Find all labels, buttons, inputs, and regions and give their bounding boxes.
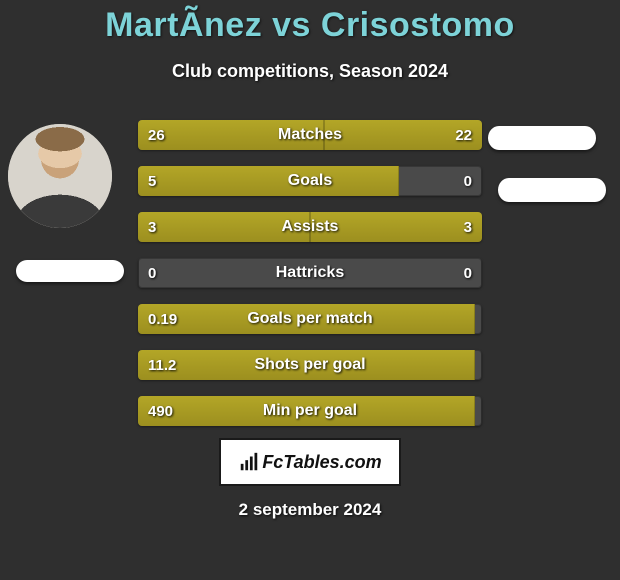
player-left-team-pill — [16, 260, 124, 282]
page-title: MartÃ­nez vs Crisostomo — [0, 0, 620, 45]
subtitle: Club competitions, Season 2024 — [0, 61, 620, 82]
player-left-avatar — [8, 124, 112, 228]
player-right-team-pill-1 — [488, 126, 596, 150]
stat-bar-right — [481, 396, 482, 426]
stat-bar-right — [481, 304, 482, 334]
footer-date: 2 september 2024 — [0, 500, 620, 520]
stat-value-right: 0 — [464, 258, 472, 288]
stat-bar-right — [324, 120, 482, 150]
branding-box: FcTables.com — [219, 438, 401, 486]
stat-value-right: 0 — [464, 166, 472, 196]
stat-bar-right — [481, 350, 482, 380]
stat-bar-right — [481, 166, 482, 196]
stat-row: 11.2Shots per goal — [138, 350, 482, 380]
stat-row: 490Min per goal — [138, 396, 482, 426]
stats-container: 2622Matches50Goals33Assists00Hattricks0.… — [138, 120, 482, 442]
stat-bar-left — [138, 304, 475, 334]
stat-row: 33Assists — [138, 212, 482, 242]
stat-row: 0.19Goals per match — [138, 304, 482, 334]
player-right-team-pill-2 — [498, 178, 606, 202]
person-icon — [8, 124, 112, 228]
stat-bar-left — [138, 258, 139, 288]
stat-bar-left — [138, 166, 399, 196]
chart-icon — [238, 451, 260, 473]
stat-bar-right — [481, 258, 482, 288]
stat-bar-left — [138, 120, 324, 150]
stat-row: 0 0Hattricks — [138, 258, 482, 288]
stat-value-left: 0 — [148, 258, 156, 288]
stat-row: 2622Matches — [138, 120, 482, 150]
stat-row: 50Goals — [138, 166, 482, 196]
stat-bar-left — [138, 350, 475, 380]
stat-label: Hattricks — [138, 258, 482, 288]
stat-bar-left — [138, 396, 475, 426]
stat-bar-left — [138, 212, 310, 242]
stat-bar-right — [310, 212, 482, 242]
branding-text: FcTables.com — [262, 452, 381, 473]
